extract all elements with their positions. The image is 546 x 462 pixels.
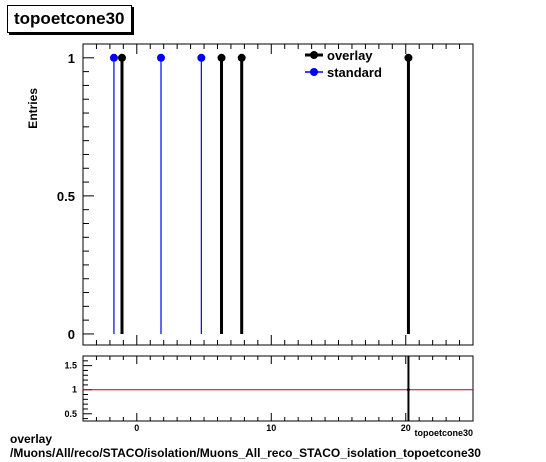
standard-point xyxy=(157,53,165,62)
ratio-x-tick-label: 0 xyxy=(134,423,139,433)
main-y-tick-label: 0 xyxy=(68,327,75,342)
main-panel: 0 0.5 1 Entries overlay standard xyxy=(26,43,474,346)
footer-path: /Muons/All/reco/STACO/isolation/Muons_Al… xyxy=(10,446,481,460)
standard-point xyxy=(197,53,206,62)
overlay-point xyxy=(404,53,413,62)
legend-marker-standard xyxy=(310,68,318,76)
legend-marker-overlay xyxy=(310,51,318,59)
overlay-point xyxy=(237,53,246,62)
ratio-panel: 0.5 1 1.5 0 10 20 topoetcone30 xyxy=(64,355,474,438)
main-y-tick-label: 1 xyxy=(68,51,75,66)
ratio-y-tick-label: 1 xyxy=(72,385,77,395)
ratio-x-tick-label: 10 xyxy=(266,423,276,433)
ratio-x-axis-label: topoetcone30 xyxy=(414,428,473,438)
plot-title: topoetcone30 xyxy=(7,5,132,33)
footer-label: overlay xyxy=(10,432,53,446)
main-frame xyxy=(82,43,474,346)
ratio-point xyxy=(406,388,410,392)
overlay-point xyxy=(118,53,126,62)
ratio-frame xyxy=(82,355,474,422)
overlay-point xyxy=(217,53,226,62)
legend-label-overlay: overlay xyxy=(327,48,373,63)
legend-label-standard: standard xyxy=(327,65,382,80)
ratio-x-tick-label: 20 xyxy=(401,423,411,433)
standard-point xyxy=(109,53,118,62)
main-y-tick-label: 0.5 xyxy=(57,189,75,204)
main-y-axis-label: Entries xyxy=(26,88,40,129)
ratio-y-tick-label: 0.5 xyxy=(64,409,77,419)
ratio-y-tick-label: 1.5 xyxy=(64,361,77,371)
